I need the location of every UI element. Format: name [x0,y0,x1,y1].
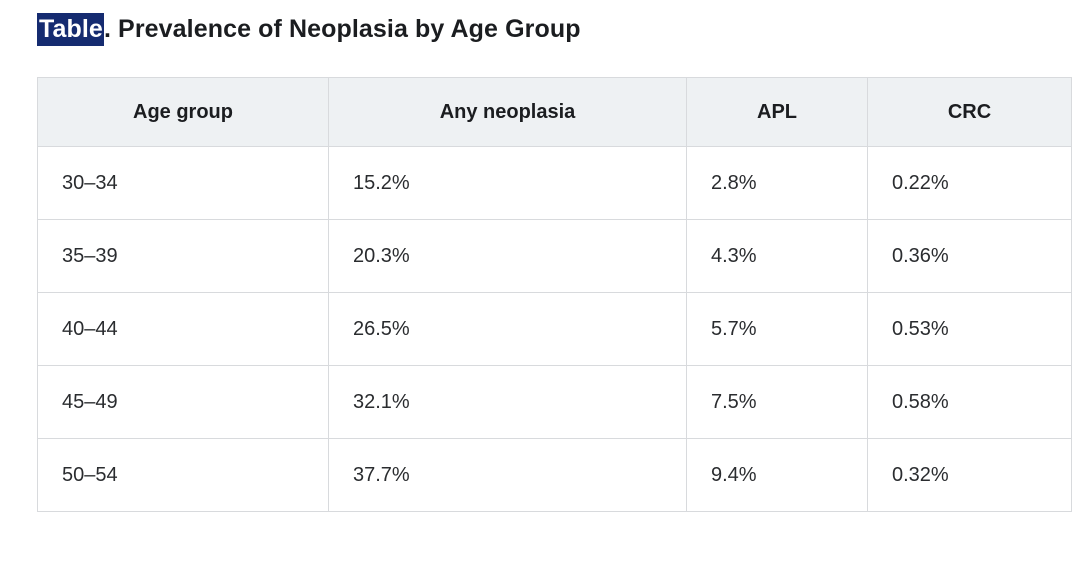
title-selection-highlight: Table [37,13,104,46]
page-title: Table. Prevalence of Neoplasia by Age Gr… [37,12,1071,47]
cell-crc: 0.53% [867,292,1072,366]
column-header-age-group: Age group [37,77,329,147]
title-text: . Prevalence of Neoplasia by Age Group [103,15,581,43]
column-header-any-neoplasia: Any neoplasia [328,77,687,147]
cell-crc: 0.22% [867,146,1072,220]
table-row: 30–34 15.2% 2.8% 0.22% [37,146,1072,220]
column-header-crc: CRC [867,77,1072,147]
page: Table. Prevalence of Neoplasia by Age Gr… [37,12,1072,512]
cell-age-group: 50–54 [37,438,329,512]
cell-apl: 2.8% [686,146,868,220]
cell-crc: 0.32% [867,438,1072,512]
cell-apl: 9.4% [686,438,868,512]
cell-apl: 7.5% [686,365,868,439]
column-header-apl: APL [686,77,868,147]
table-container: Age group Any neoplasia APL CRC 30–34 15… [37,77,1072,512]
table-row: 45–49 32.1% 7.5% 0.58% [37,365,1072,439]
cell-crc: 0.36% [867,219,1072,293]
cell-age-group: 30–34 [37,146,329,220]
cell-apl: 5.7% [686,292,868,366]
cell-age-group: 35–39 [37,219,329,293]
table-row: 50–54 37.7% 9.4% 0.32% [37,438,1072,512]
cell-any-neoplasia: 26.5% [328,292,687,366]
cell-any-neoplasia: 32.1% [328,365,687,439]
cell-age-group: 45–49 [37,365,329,439]
cell-age-group: 40–44 [37,292,329,366]
cell-crc: 0.58% [867,365,1072,439]
table-header-row: Age group Any neoplasia APL CRC [37,77,1072,147]
table-row: 40–44 26.5% 5.7% 0.53% [37,292,1072,366]
table-row: 35–39 20.3% 4.3% 0.36% [37,219,1072,293]
cell-apl: 4.3% [686,219,868,293]
cell-any-neoplasia: 20.3% [328,219,687,293]
prevalence-table: Age group Any neoplasia APL CRC 30–34 15… [37,77,1072,512]
cell-any-neoplasia: 37.7% [328,438,687,512]
cell-any-neoplasia: 15.2% [328,146,687,220]
